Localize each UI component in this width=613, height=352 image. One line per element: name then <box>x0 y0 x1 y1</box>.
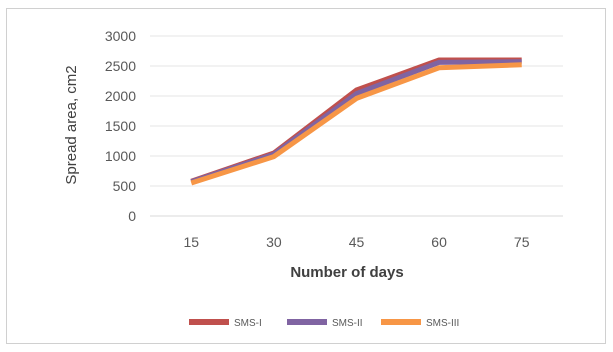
y-tick-label: 1000 <box>105 148 136 164</box>
legend-swatch <box>381 319 421 325</box>
y-tick-labels: 0 500 1000 1500 2000 2500 3000 <box>105 28 136 224</box>
x-tick-label: 60 <box>431 234 447 250</box>
legend-label: SMS-II <box>332 318 363 329</box>
y-tick-label: 3000 <box>105 28 136 44</box>
x-tick-label: 15 <box>184 234 200 250</box>
series-lines <box>190 57 522 186</box>
series-line-sms-ii <box>190 59 522 185</box>
y-tick-label: 1500 <box>105 118 136 134</box>
y-tick-label: 2500 <box>105 58 136 74</box>
legend: SMS-I SMS-II SMS-III <box>189 318 459 329</box>
y-tick-label: 2000 <box>105 88 136 104</box>
y-axis-title: Spread area, cm2 <box>63 65 80 184</box>
legend-swatch <box>287 319 327 325</box>
x-tick-label: 30 <box>266 234 282 250</box>
x-axis-title: Number of days <box>290 264 403 281</box>
x-tick-label: 75 <box>514 234 530 250</box>
y-tick-label: 500 <box>113 178 137 194</box>
series-line-sms-iii <box>190 62 522 186</box>
legend-swatch <box>189 319 229 325</box>
y-tick-label: 0 <box>128 208 136 224</box>
legend-label: SMS-I <box>234 318 262 329</box>
x-tick-labels: 15 30 45 60 75 <box>184 234 530 250</box>
x-tick-label: 45 <box>349 234 365 250</box>
legend-label: SMS-III <box>426 318 459 329</box>
